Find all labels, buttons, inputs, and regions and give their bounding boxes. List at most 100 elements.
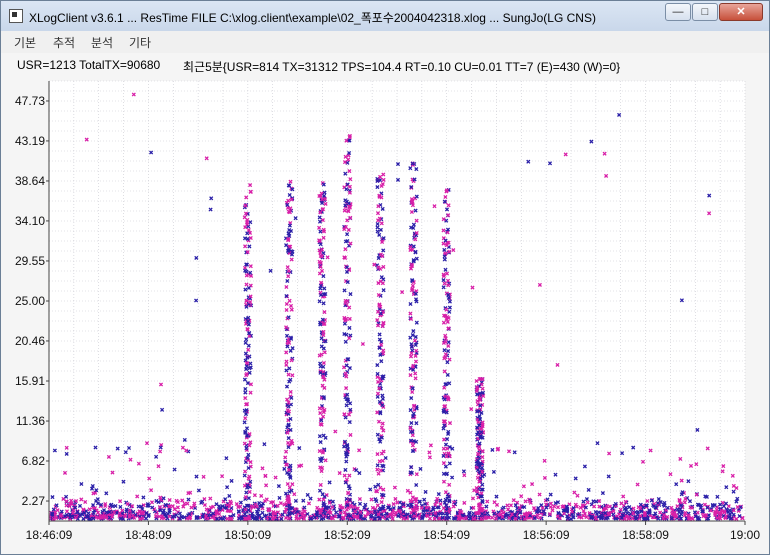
data-point (104, 491, 109, 496)
menu-etc[interactable]: 기타 (129, 36, 152, 50)
close-button[interactable]: ✕ (719, 3, 763, 21)
data-point (378, 485, 383, 490)
title-bar[interactable]: XLogClient v3.6.1 ... ResTime FILE C:\xl… (1, 1, 769, 31)
data-point (480, 482, 485, 487)
data-point (284, 368, 289, 373)
data-point (244, 298, 249, 303)
data-point (475, 511, 481, 516)
data-point (481, 393, 486, 399)
data-point (398, 509, 403, 514)
data-point (204, 507, 209, 512)
data-point (343, 239, 348, 244)
data-point (345, 452, 350, 457)
data-point (284, 359, 289, 364)
data-point (491, 469, 496, 474)
data-point (400, 290, 405, 295)
data-point (421, 509, 426, 514)
data-point (320, 456, 325, 461)
data-point (342, 473, 347, 478)
data-point (475, 451, 481, 456)
data-point (320, 200, 325, 206)
data-point (409, 470, 414, 475)
data-point (348, 177, 353, 182)
data-point (401, 509, 406, 514)
data-point (257, 500, 262, 506)
data-point (318, 264, 323, 269)
data-point (408, 245, 413, 250)
data-point (719, 508, 724, 513)
data-point (444, 511, 449, 516)
data-point (286, 315, 291, 320)
data-point (409, 209, 414, 215)
scatter-plot[interactable]: 47.73 43.19 38.64 34.10 29.55 25.00 20.46 15.91… (1, 77, 769, 554)
data-point (189, 505, 194, 510)
maximize-button[interactable]: □ (692, 3, 718, 21)
data-point (475, 432, 480, 437)
data-point (218, 516, 223, 521)
data-point (715, 494, 720, 499)
data-point (408, 311, 413, 316)
data-point (287, 183, 292, 188)
data-point (477, 423, 482, 428)
data-point (707, 211, 712, 216)
data-point (547, 511, 553, 517)
menu-basic[interactable]: 기본 (14, 36, 37, 50)
data-point (372, 262, 377, 267)
data-point (692, 510, 697, 515)
data-point (321, 229, 327, 234)
data-point (411, 364, 416, 369)
data-point (369, 513, 374, 518)
data-point (620, 451, 625, 456)
data-point (243, 244, 248, 249)
data-point (542, 475, 547, 480)
data-point (375, 323, 381, 328)
data-point (561, 504, 566, 509)
data-point (318, 411, 323, 416)
data-point (478, 433, 483, 439)
data-point (380, 281, 385, 286)
data-point (322, 377, 327, 382)
data-point (91, 510, 96, 515)
data-point (107, 509, 112, 515)
data-point (385, 505, 391, 510)
data-point (317, 259, 322, 264)
data-point (380, 182, 385, 187)
data-point (661, 516, 666, 521)
data-point (347, 336, 352, 341)
data-point (67, 504, 72, 509)
menu-analysis[interactable]: 분석 (91, 36, 114, 50)
data-point (342, 412, 347, 417)
data-point (490, 515, 495, 520)
data-point (669, 505, 674, 510)
data-point (317, 219, 323, 224)
data-point (441, 217, 446, 222)
data-point (376, 512, 381, 517)
data-point (286, 422, 291, 427)
data-point (344, 403, 349, 408)
y-tick-label: 38.64 (15, 174, 45, 188)
data-point (284, 410, 289, 415)
data-point (441, 285, 446, 290)
data-point (708, 508, 714, 513)
data-point (408, 166, 413, 171)
data-point (319, 508, 324, 513)
data-point (275, 503, 280, 508)
data-point (411, 411, 416, 416)
data-point (204, 514, 209, 519)
data-point (342, 227, 347, 232)
data-point (375, 229, 380, 234)
data-point (321, 369, 326, 374)
data-point (256, 507, 261, 512)
response-time-chart[interactable]: 47.73 43.19 38.64 34.10 29.55 25.00 20.46 15.91… (1, 77, 769, 554)
data-point (284, 362, 289, 367)
data-point (91, 491, 96, 496)
data-point (682, 500, 687, 505)
data-point (446, 203, 451, 208)
data-point (347, 169, 352, 174)
data-point (342, 208, 347, 213)
minimize-button[interactable]: — (665, 3, 691, 21)
data-point (251, 505, 256, 510)
data-point (722, 509, 727, 514)
menu-trace[interactable]: 추적 (53, 36, 76, 50)
data-point (694, 492, 699, 497)
